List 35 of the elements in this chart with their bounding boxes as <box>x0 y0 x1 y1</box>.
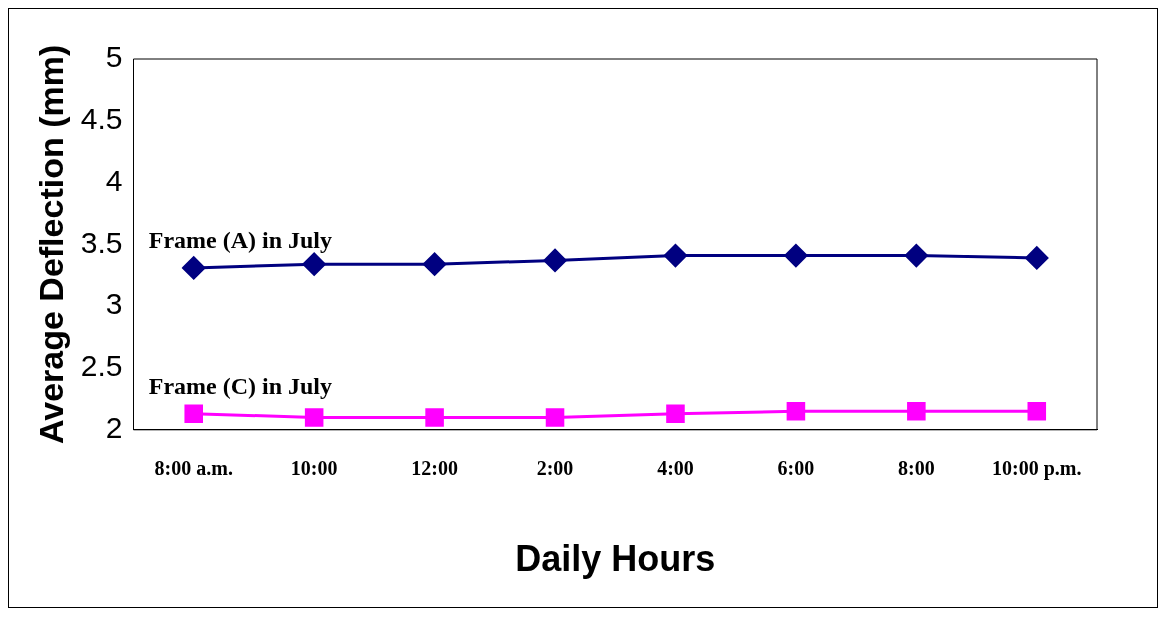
point <box>423 252 447 276</box>
point <box>784 244 808 268</box>
x-tick-label: 4:00 <box>657 456 694 479</box>
y-tick-label: 5 <box>105 40 123 74</box>
x-tick-label: 8:00 a.m. <box>154 456 233 479</box>
point <box>663 244 687 268</box>
point <box>304 408 324 427</box>
point <box>786 401 806 421</box>
y-tick-label: 2.5 <box>80 349 123 383</box>
x-tick-label: 6:00 <box>777 456 815 479</box>
x-tick-label: 12:00 <box>411 456 458 479</box>
x-axis-title: Daily Hours <box>515 538 716 580</box>
x-tick-label: 10:00 p.m. <box>992 456 1082 480</box>
point <box>545 408 565 427</box>
y-tick-label: 4.5 <box>80 102 123 136</box>
y-tick-label: 3.5 <box>80 225 123 259</box>
y-tick-label: 2 <box>105 411 123 445</box>
point <box>425 408 444 427</box>
series-label: Frame (A) in July <box>148 227 333 254</box>
y-tick-label: 3 <box>105 287 123 321</box>
point <box>543 248 567 272</box>
point <box>182 256 206 280</box>
point <box>184 404 203 424</box>
x-tick-label: 2:00 <box>536 456 574 479</box>
point <box>907 401 926 421</box>
point <box>904 244 928 268</box>
x-tick-label: 8:00 <box>898 456 935 479</box>
point <box>1025 246 1049 270</box>
point <box>1027 401 1047 421</box>
series-label: Frame (C) in July <box>148 372 333 399</box>
y-axis-title: Average Deflection (mm) <box>31 44 70 445</box>
y-tick-label: 4 <box>105 163 123 197</box>
point <box>666 404 685 424</box>
x-tick-label: 10:00 <box>290 456 338 479</box>
point <box>302 252 326 276</box>
